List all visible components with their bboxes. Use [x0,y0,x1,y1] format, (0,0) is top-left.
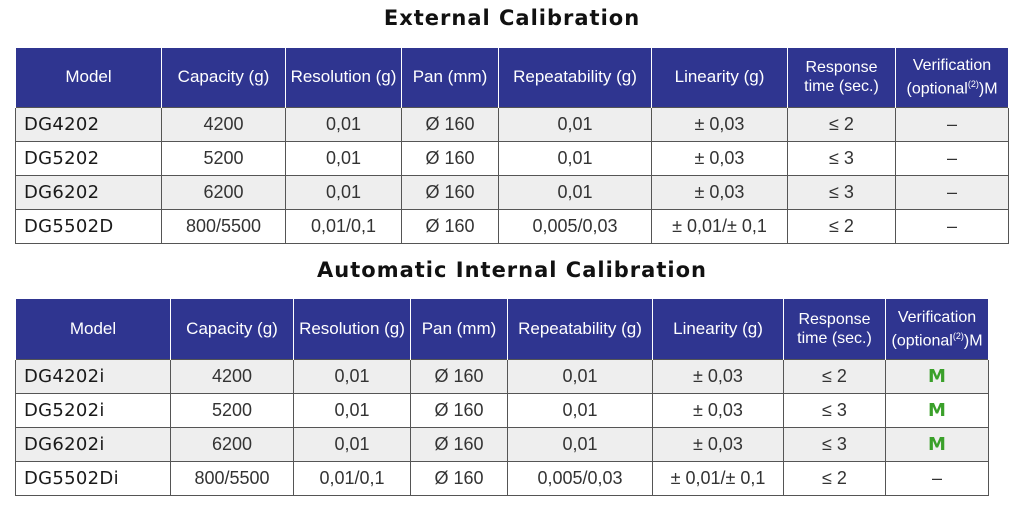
cell-verification: – [885,460,989,496]
cell-pan: Ø 160 [401,140,499,176]
cell-repeatability: 0,01 [498,174,652,210]
internal-calibration-table: Model Capacity (g) Resolution (g) Pan (m… [15,299,989,496]
cell-resolution: 0,01 [293,426,411,462]
cell-resolution: 0,01/0,1 [293,460,411,496]
cell-capacity: 4200 [170,358,294,394]
cell-capacity: 4200 [161,106,286,142]
header-pan: Pan (mm) [401,48,499,107]
cell-model: DG5202i [15,392,171,428]
header-pan: Pan (mm) [410,299,508,359]
cell-pan: Ø 160 [401,208,499,244]
cell-linearity: ± 0,03 [652,358,784,394]
cell-model: DG4202 [15,106,162,142]
cell-repeatability: 0,01 [498,106,652,142]
cell-model: DG5502Di [15,460,171,496]
cell-resolution: 0,01 [285,140,402,176]
external-calibration-table: Model Capacity (g) Resolution (g) Pan (m… [15,48,1009,244]
cell-response: ≤ 2 [783,460,886,496]
cell-capacity: 5200 [170,392,294,428]
header-capacity: Capacity (g) [170,299,294,359]
header-response-time: Response time (sec.) [783,299,886,359]
cell-pan: Ø 160 [410,392,508,428]
cell-capacity: 800/5500 [161,208,286,244]
cell-model: DG4202i [15,358,171,394]
cell-model: DG5202 [15,140,162,176]
cell-capacity: 5200 [161,140,286,176]
cell-repeatability: 0,01 [507,392,653,428]
table-header-row: Model Capacity (g) Resolution (g) Pan (m… [15,299,989,359]
cell-verification: – [895,208,1009,244]
header-verification: Verification (optional(2))M [885,299,989,359]
header-model: Model [15,48,162,107]
cell-response: ≤ 2 [787,106,896,142]
cell-linearity: ± 0,03 [651,140,788,176]
header-repeatability: Repeatability (g) [507,299,653,359]
cell-repeatability: 0,01 [498,140,652,176]
cell-model: DG6202 [15,174,162,210]
cell-model: DG5502D [15,208,162,244]
cell-resolution: 0,01 [293,392,411,428]
cell-repeatability: 0,005/0,03 [507,460,653,496]
cell-model: DG6202i [15,426,171,462]
cell-pan: Ø 160 [401,174,499,210]
table-row: DG5502Di 800/5500 0,01/0,1 Ø 160 0,005/0,03 ±… [15,460,989,496]
header-model: Model [15,299,171,359]
cell-pan: Ø 160 [410,358,508,394]
cell-verification: M [885,392,989,428]
cell-linearity: ± 0,03 [651,106,788,142]
table-row: DG5502D 800/5500 0,01/0,1 Ø 160 0,005/0,03 ± … [15,208,1009,244]
cell-response: ≤ 2 [783,358,886,394]
cell-response: ≤ 2 [787,208,896,244]
table-row: DG6202 6200 0,01 Ø 160 0,01 ± 0,03 ≤ 3– [15,174,1009,210]
cell-capacity: 6200 [170,426,294,462]
cell-linearity: ± 0,03 [651,174,788,210]
internal-calibration-title: Automatic Internal Calibration [317,258,707,282]
cell-verification: M [885,358,989,394]
verification-mark: M [928,433,946,455]
cell-verification: – [895,106,1009,142]
cell-response: ≤ 3 [783,426,886,462]
header-response-time: Response time (sec.) [787,48,896,107]
table-row: DG4202 4200 0,01 Ø 160 0,01 ± 0,03 ≤ 2– [15,106,1009,142]
cell-resolution: 0,01/0,1 [285,208,402,244]
verification-mark: M [928,399,946,421]
cell-pan: Ø 160 [401,106,499,142]
cell-capacity: 800/5500 [170,460,294,496]
header-resolution: Resolution (g) [293,299,411,359]
cell-linearity: ± 0,01/± 0,1 [652,460,784,496]
header-linearity: Linearity (g) [651,48,788,107]
external-calibration-title: External Calibration [383,6,641,30]
cell-linearity: ± 0,03 [652,426,784,462]
cell-response: ≤ 3 [783,392,886,428]
cell-response: ≤ 3 [787,140,896,176]
cell-verification: M [885,426,989,462]
header-repeatability: Repeatability (g) [498,48,652,107]
verification-mark: M [928,365,946,387]
header-capacity: Capacity (g) [161,48,286,107]
table-row: DG5202 5200 0,01 Ø 160 0,01 ± 0,03 ≤ 3– [15,140,1009,176]
cell-repeatability: 0,005/0,03 [498,208,652,244]
cell-pan: Ø 160 [410,460,508,496]
table-header-row: Model Capacity (g) Resolution (g) Pan (m… [15,48,1009,107]
header-resolution: Resolution (g) [285,48,402,107]
cell-resolution: 0,01 [293,358,411,394]
cell-pan: Ø 160 [410,426,508,462]
header-verification: Verification (optional(2))M [895,48,1009,107]
cell-repeatability: 0,01 [507,358,653,394]
cell-resolution: 0,01 [285,174,402,210]
cell-linearity: ± 0,01/± 0,1 [651,208,788,244]
cell-linearity: ± 0,03 [652,392,784,428]
cell-verification: – [895,140,1009,176]
cell-response: ≤ 3 [787,174,896,210]
cell-verification: – [895,174,1009,210]
cell-resolution: 0,01 [285,106,402,142]
cell-repeatability: 0,01 [507,426,653,462]
cell-capacity: 6200 [161,174,286,210]
header-linearity: Linearity (g) [652,299,784,359]
